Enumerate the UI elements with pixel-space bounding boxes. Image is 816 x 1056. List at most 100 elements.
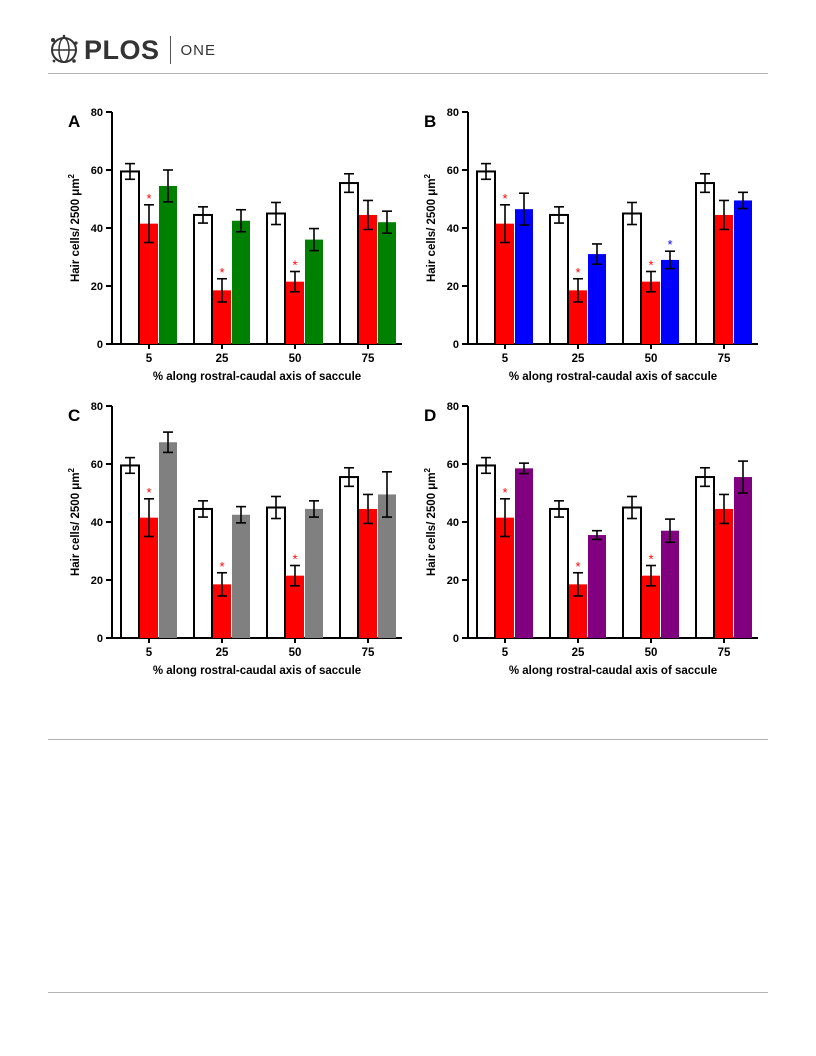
y-axis-label-superscript: 2 bbox=[423, 173, 432, 178]
bar bbox=[286, 575, 304, 638]
logo-divider bbox=[169, 36, 171, 64]
significance-star: * bbox=[648, 552, 653, 567]
bar bbox=[120, 170, 140, 345]
x-tick-label: 50 bbox=[289, 353, 302, 365]
y-tick-label: 80 bbox=[91, 107, 103, 119]
y-axis-label-text: Hair cells/ 2500 μm bbox=[70, 472, 82, 576]
panel-label: A bbox=[68, 112, 80, 131]
bar bbox=[734, 477, 752, 638]
significance-star: * bbox=[219, 265, 224, 280]
bar bbox=[588, 254, 606, 344]
significance-star: * bbox=[146, 485, 151, 500]
y-tick-label: 60 bbox=[447, 459, 459, 471]
bar bbox=[286, 281, 304, 344]
significance-star: * bbox=[575, 559, 580, 574]
y-axis-label: Hair cells/ 2500 μm2 bbox=[423, 173, 438, 282]
significance-star: * bbox=[292, 552, 297, 567]
bar bbox=[120, 464, 140, 639]
significance-star: * bbox=[502, 191, 507, 206]
bar bbox=[695, 182, 715, 345]
y-tick-label: 60 bbox=[91, 459, 103, 471]
chart-panel-b: B 0 20 40 60 80 Hair cells/ 2500 μm2 5 * 25 * 50 * * 7… bbox=[404, 100, 764, 394]
y-tick-label: 20 bbox=[447, 575, 459, 587]
x-tick-label: 75 bbox=[362, 647, 375, 659]
footer-rule bbox=[48, 992, 768, 993]
bar bbox=[378, 494, 396, 638]
x-tick-label: 75 bbox=[718, 353, 731, 365]
y-tick-label: 20 bbox=[91, 575, 103, 587]
y-tick-label: 20 bbox=[447, 281, 459, 293]
bar bbox=[213, 290, 231, 344]
bar bbox=[695, 476, 715, 639]
journal-header: PLOS ONE bbox=[48, 34, 768, 74]
significance-star: * bbox=[502, 485, 507, 500]
x-tick-label: 5 bbox=[502, 353, 509, 365]
bar bbox=[549, 507, 569, 639]
bar bbox=[642, 281, 660, 344]
bar bbox=[622, 212, 642, 345]
y-axis-label: Hair cells/ 2500 μm2 bbox=[67, 173, 82, 282]
x-tick-label: 50 bbox=[645, 353, 658, 365]
panel-label: D bbox=[424, 406, 436, 425]
logo-wordmark: PLOS bbox=[84, 34, 160, 65]
y-tick-label: 80 bbox=[91, 401, 103, 413]
y-tick-label: 40 bbox=[91, 517, 103, 529]
bar bbox=[140, 223, 158, 344]
y-axis-label: Hair cells/ 2500 μm2 bbox=[67, 467, 82, 576]
x-tick-label: 50 bbox=[289, 647, 302, 659]
x-tick-label: 5 bbox=[146, 353, 153, 365]
significance-star: * bbox=[667, 237, 672, 252]
y-tick-label: 80 bbox=[447, 401, 459, 413]
y-axis-label-text: Hair cells/ 2500 μm bbox=[426, 472, 438, 576]
bar bbox=[359, 214, 377, 344]
plos-logo: PLOS ONE bbox=[48, 34, 216, 66]
globe-icon bbox=[51, 34, 78, 63]
y-axis-label-text: Hair cells/ 2500 μm bbox=[70, 178, 82, 282]
y-tick-label: 40 bbox=[447, 223, 459, 235]
significance-star: * bbox=[292, 258, 297, 273]
y-axis-label-superscript: 2 bbox=[67, 173, 76, 178]
bar bbox=[159, 185, 177, 344]
bar bbox=[588, 535, 606, 638]
x-axis-label: % along rostral-caudal axis of saccule bbox=[509, 665, 717, 677]
bar bbox=[232, 220, 250, 344]
bar bbox=[661, 530, 679, 638]
x-axis-label: % along rostral-caudal axis of saccule bbox=[153, 665, 361, 677]
x-tick-label: 50 bbox=[645, 647, 658, 659]
significance-star: * bbox=[219, 559, 224, 574]
figure-bottom-rule bbox=[48, 739, 768, 740]
bar bbox=[193, 507, 213, 639]
chart-panel-a: A 0 20 40 60 80 Hair cells/ 2500 μm2 5 * 25 * 50 * 75… bbox=[48, 100, 408, 394]
bar bbox=[715, 508, 733, 638]
x-axis-label: % along rostral-caudal axis of saccule bbox=[509, 371, 717, 383]
x-tick-label: 25 bbox=[572, 353, 585, 365]
significance-star: * bbox=[575, 265, 580, 280]
bar bbox=[661, 259, 679, 344]
bar bbox=[266, 212, 286, 345]
panel-label: C bbox=[68, 406, 80, 425]
bar bbox=[496, 223, 514, 344]
bar bbox=[305, 239, 323, 344]
y-tick-label: 60 bbox=[91, 165, 103, 177]
chart-panel-d: D 0 20 40 60 80 Hair cells/ 2500 μm2 5 * 25 * 50 * 75… bbox=[404, 394, 764, 688]
bar bbox=[476, 170, 496, 345]
bar bbox=[305, 508, 323, 638]
x-tick-label: 5 bbox=[502, 647, 509, 659]
header-rule bbox=[48, 73, 768, 74]
bar bbox=[569, 290, 587, 344]
x-tick-label: 25 bbox=[216, 647, 229, 659]
bar bbox=[549, 213, 569, 345]
bar bbox=[140, 517, 158, 638]
y-axis-label-superscript: 2 bbox=[67, 467, 76, 472]
bar bbox=[359, 508, 377, 638]
bar bbox=[266, 506, 286, 639]
bar bbox=[339, 476, 359, 639]
x-tick-label: 25 bbox=[216, 353, 229, 365]
y-tick-label: 60 bbox=[447, 165, 459, 177]
bar bbox=[339, 182, 359, 345]
chart-panel-c: C 0 20 40 60 80 Hair cells/ 2500 μm2 5 * 25 * 50 * 75… bbox=[48, 394, 408, 688]
x-tick-label: 25 bbox=[572, 647, 585, 659]
bar bbox=[515, 468, 533, 638]
